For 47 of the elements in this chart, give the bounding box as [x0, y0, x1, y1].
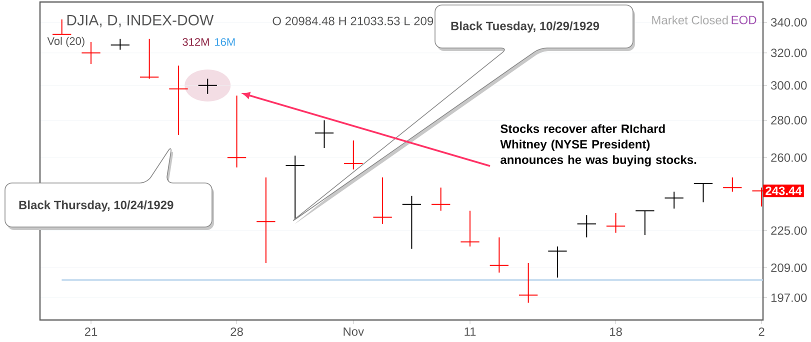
candlestick: [226, 95, 247, 168]
text: DJIA, D, INDEX-DOW: [67, 14, 214, 28]
y-tick-label: 197.00: [771, 293, 807, 302]
annotation: EOD: [732, 16, 756, 24]
x-tick-label: Nov: [344, 327, 364, 336]
annotation: Black Tuesday, 10/29/1929: [451, 21, 600, 33]
candlestick: [344, 140, 364, 170]
candlestick: [548, 246, 568, 278]
candlestick: [635, 210, 655, 236]
y-tick-label: 260.00: [771, 153, 807, 162]
candlestick: [606, 212, 626, 234]
candlestick: [722, 176, 742, 192]
x-tick-label: 2: [758, 327, 764, 336]
annotation: Black Thursday, 10/24/1929: [19, 200, 174, 212]
candlestick: [431, 187, 451, 212]
annotation: Stocks recover after RIchard Whitney (NYSE President) announces he was buying stocks.: [500, 124, 696, 166]
annotation: Vol (20): [47, 36, 84, 48]
annotation: 243.44: [766, 186, 802, 196]
candlestick: [489, 236, 509, 274]
x-tick-label: 21: [84, 327, 98, 336]
candlestick: [372, 176, 392, 224]
y-tick-label: 225.00: [771, 226, 807, 235]
x-tick-label: 11: [464, 327, 476, 336]
annotation: 312M: [182, 38, 209, 46]
annotation: Market Closed: [652, 16, 728, 24]
candlestick: [664, 191, 684, 210]
candlestick: [168, 65, 188, 136]
candlestick: [518, 262, 538, 304]
candlestick: [314, 120, 334, 149]
y-tick-label: 209.00: [771, 264, 807, 272]
candlestick: [693, 183, 714, 203]
x-tick-label: 28: [230, 327, 243, 336]
candlestick: [576, 214, 596, 238]
candlestick: [139, 38, 160, 80]
annotation: 16M: [215, 38, 235, 46]
x-tick-label: 18: [610, 327, 622, 336]
candlestick: [256, 176, 276, 264]
y-tick-label: 320.00: [770, 48, 807, 58]
candlestick: [460, 210, 480, 248]
y-tick-label: 280.00: [771, 116, 807, 124]
candlestick: [198, 78, 218, 94]
candlestick: [402, 195, 422, 250]
candlestick: [285, 155, 305, 220]
y-tick-label: 340.00: [770, 18, 807, 27]
y-tick-label: 300.00: [770, 81, 807, 90]
candlestick: [110, 38, 130, 50]
annotation: O 20984.48 H 21033.53 L 209: [272, 16, 434, 26]
